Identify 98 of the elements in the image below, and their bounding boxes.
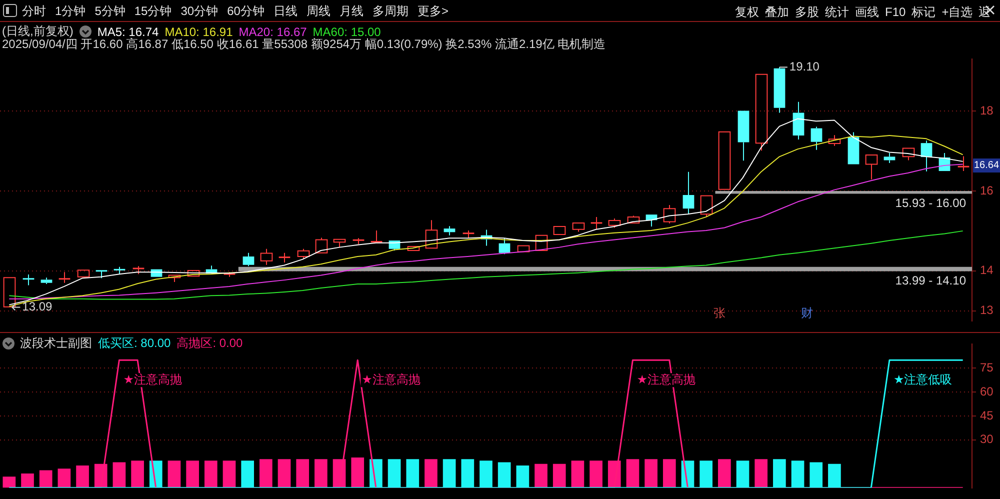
candlestick <box>40 277 52 285</box>
chart-title: (日线,前复权) <box>2 23 74 39</box>
candlestick <box>920 140 932 172</box>
text: 多股 <box>795 4 819 21</box>
candlestick <box>590 216 603 230</box>
bar <box>314 459 328 488</box>
text: 月线 <box>339 3 364 20</box>
text: F10 <box>885 5 906 19</box>
candlestick <box>957 156 970 172</box>
text: MA60: 15.00 <box>312 24 381 38</box>
candlestick <box>535 234 548 252</box>
text: 60分钟 <box>227 3 264 20</box>
bar <box>552 464 566 488</box>
candlestick <box>738 110 750 162</box>
text: 分时 <box>22 3 46 20</box>
text: 周线 <box>306 3 330 20</box>
bar <box>571 460 584 488</box>
text: 画线 <box>855 4 879 21</box>
bar <box>186 460 199 488</box>
candlestick <box>865 154 878 180</box>
bar <box>534 464 548 488</box>
text: 复权 <box>735 4 759 21</box>
bar <box>754 459 768 488</box>
chart-subtitle: 2025/09/04/四 开16.60 高16.87 低16.50 收16.61 量55308 额9254万 幅0.13(0.79%) 换2.53% 流通2.19亿 电机制造 <box>2 37 606 53</box>
bar <box>424 459 438 488</box>
band-label: 13.99 - 14.10 <box>895 274 966 288</box>
candlestick <box>407 246 420 252</box>
annotation: 16.64 <box>974 160 1000 172</box>
candlestick <box>425 220 438 249</box>
bar <box>21 473 34 488</box>
text: 叠加 <box>765 4 789 21</box>
candlestick <box>370 230 383 242</box>
bar <box>626 459 640 488</box>
annotation: 财 <box>800 306 813 320</box>
candlestick <box>553 226 566 236</box>
y-tick-label: 14 <box>980 263 994 278</box>
annotation: 19.10 <box>789 60 820 74</box>
text: MA20: 16.67 <box>238 24 307 38</box>
bar <box>76 465 89 488</box>
candlestick <box>884 152 896 164</box>
candlestick <box>517 245 530 252</box>
bar <box>131 460 144 488</box>
bar <box>718 459 731 488</box>
text: MA5: 16.74 <box>97 24 159 38</box>
text: 5分钟 <box>94 3 126 20</box>
band-label: 15.93 - 16.00 <box>895 196 966 210</box>
text: 高抛区: 0.00 <box>176 335 243 352</box>
y-tick-label: 45 <box>980 408 994 422</box>
bar <box>58 468 71 488</box>
candlestick <box>187 270 200 277</box>
text: +自选 <box>942 4 973 21</box>
bar <box>351 457 364 488</box>
text: 15分钟 <box>134 3 172 20</box>
candlestick <box>278 252 291 263</box>
candlestick <box>682 171 694 215</box>
candlestick <box>77 270 90 278</box>
bar <box>278 459 291 488</box>
bar <box>222 460 236 488</box>
candlestick <box>810 126 822 150</box>
annotation: ★注意低吸 <box>893 372 952 386</box>
bar <box>662 459 676 488</box>
text: 统计 <box>825 4 849 21</box>
bar <box>260 459 272 488</box>
bar <box>168 460 181 488</box>
text: 日线 <box>273 3 298 20</box>
candlestick <box>58 272 71 284</box>
y-tick-label: 13 <box>980 303 994 318</box>
bar <box>296 459 310 488</box>
bar <box>204 460 218 488</box>
y-tick-label: 30 <box>980 432 994 446</box>
candlestick <box>718 131 731 190</box>
candlestick <box>444 226 456 236</box>
y-tick-label: 75 <box>980 360 994 374</box>
text: 30分钟 <box>180 3 218 20</box>
annotation: ★注意高抛 <box>123 372 182 386</box>
y-tick-label: 60 <box>980 384 994 398</box>
bar <box>590 460 602 488</box>
annotation: 张 <box>713 306 726 320</box>
bar <box>39 470 52 488</box>
candlestick <box>22 274 35 286</box>
bar <box>2 476 16 488</box>
text: 1分钟 <box>55 3 86 20</box>
annotation: 13.09 <box>22 300 53 314</box>
candlestick <box>3 277 16 308</box>
candlestick <box>792 101 804 140</box>
y-tick-label: 18 <box>980 103 994 118</box>
text: 低买区: 80.00 <box>98 335 171 352</box>
y-tick-label: 16 <box>980 183 994 198</box>
text: MA10: 16.91 <box>164 24 233 38</box>
text: 多周期 <box>372 3 408 20</box>
bar <box>644 459 658 488</box>
chart-title: 波段术士副图 <box>20 335 92 352</box>
text: 更多> <box>417 3 448 20</box>
annotation: ★注意高抛 <box>636 372 696 386</box>
bar <box>112 462 126 488</box>
candlestick <box>242 252 254 267</box>
annotation: ★注意高抛 <box>362 372 420 386</box>
text: 标记 <box>912 4 936 21</box>
